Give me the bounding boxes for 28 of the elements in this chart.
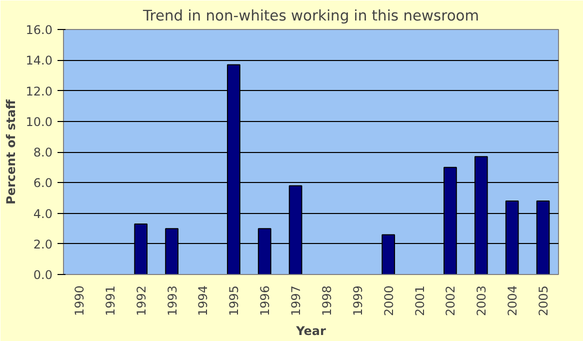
y-tick-label: 14.0 (26, 54, 52, 68)
y-tick-label: 16.0 (26, 23, 52, 37)
x-tick-label: 2004 (506, 285, 520, 316)
y-tick-label: 0.0 (33, 268, 53, 282)
x-tick-label: 1994 (196, 285, 210, 316)
x-tick-label: 1995 (227, 285, 242, 316)
chart-title: Trend in non-whites working in this newsroom (142, 8, 480, 24)
x-tick-label: 1992 (134, 285, 148, 316)
y-tick-label: 10.0 (26, 114, 52, 129)
x-tick-label: 1996 (258, 285, 272, 316)
x-tick-label: 2000 (382, 285, 396, 316)
y-tick-label: 2.0 (33, 237, 53, 252)
x-tick-label: 2003 (474, 285, 489, 316)
x-tick-label: 2002 (444, 285, 458, 316)
x-tick-label: 1990 (72, 285, 86, 316)
x-tick-label: 1998 (320, 285, 334, 316)
x-tick-label: 1997 (289, 285, 304, 316)
y-tick-label: 12.0 (26, 84, 52, 98)
y-tick-label: 4.0 (33, 206, 53, 221)
y-axis-title: Percent of staff (4, 99, 18, 204)
x-tick-label: 1993 (165, 285, 180, 316)
x-tick-label: 2001 (412, 285, 427, 316)
x-tick-label: 1999 (350, 285, 365, 316)
x-axis-title: Year (295, 324, 326, 338)
y-tick-label: 6.0 (33, 176, 53, 190)
x-tick-label: 2005 (536, 285, 551, 316)
y-tick-label: 8.0 (33, 146, 53, 160)
x-tick-label: 1991 (103, 285, 118, 316)
